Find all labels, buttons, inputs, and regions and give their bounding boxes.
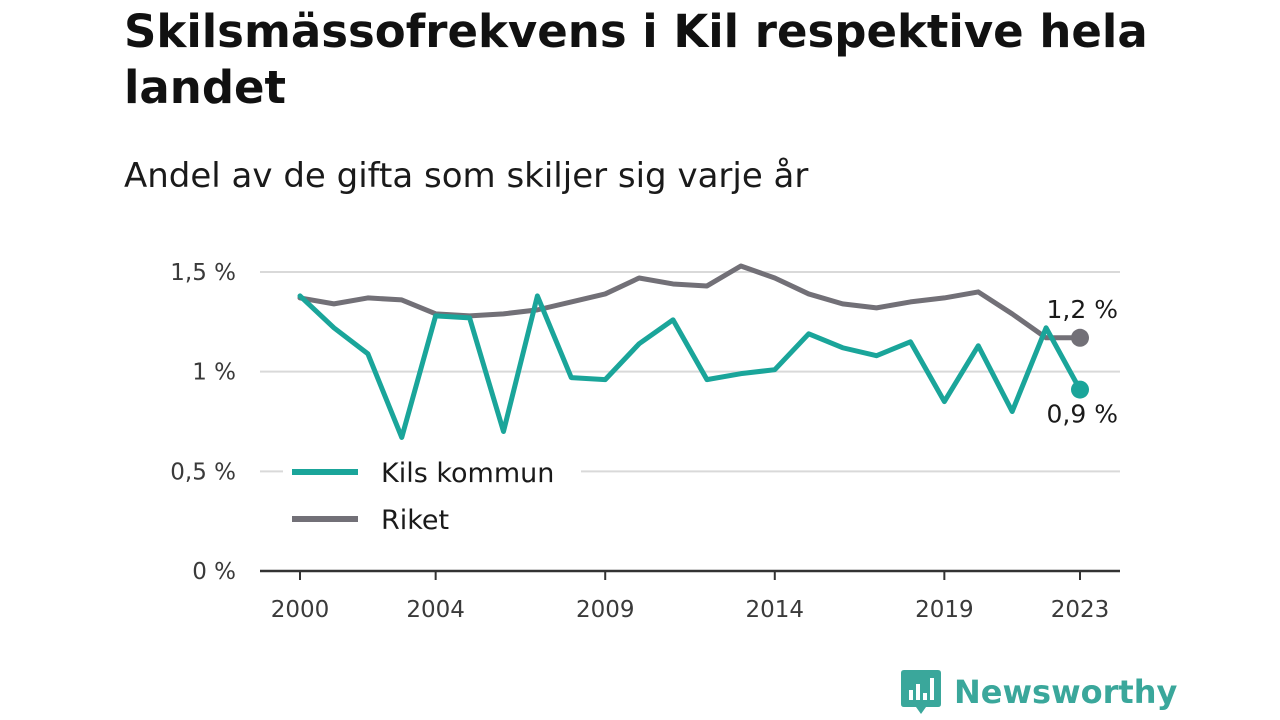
- y-tick-label: 0,5 %: [170, 459, 236, 485]
- legend-label: Riket: [381, 505, 449, 536]
- chart-subtitle: Andel av de gifta som skiljer sig varje …: [124, 156, 809, 196]
- y-tick-label: 1,5 %: [170, 260, 236, 286]
- newsworthy-brand: Newsworthy: [900, 668, 1177, 716]
- series-line-riket: [297, 263, 1083, 341]
- y-axis-ticks: 0 % 0,5 % 1 % 1,5 %: [170, 260, 236, 585]
- series-end-point: [1071, 380, 1089, 399]
- x-tick-label: 2004: [406, 597, 465, 623]
- legend: Kils kommun Riket: [283, 448, 581, 546]
- x-tick-label: 2023: [1051, 597, 1110, 623]
- newsworthy-logo-icon: [901, 670, 941, 714]
- series-end-label: 1,2 %: [1047, 295, 1118, 324]
- x-tick-label: 2014: [746, 597, 805, 623]
- brand-name: Newsworthy: [954, 673, 1178, 711]
- y-tick-label: 1 %: [192, 360, 236, 386]
- legend-label: Kils kommun: [381, 458, 554, 489]
- x-tick-label: 2019: [915, 597, 974, 623]
- series-end-point: [1071, 328, 1089, 347]
- y-tick-label: 0 %: [192, 559, 236, 585]
- legend-background: [283, 448, 581, 546]
- x-axis: 2000 2004 2009 2014 2019 2023: [260, 569, 1120, 623]
- series-line-kils-kommun: [297, 293, 1083, 440]
- series-end-label: 0,9 %: [1047, 400, 1118, 429]
- chart-title: Skilsmässofrekvens i Kil respektive hela…: [124, 5, 1148, 114]
- series-lines: 1,2 % 0,9 %: [297, 263, 1118, 440]
- x-tick-label: 2000: [271, 597, 330, 623]
- x-tick-label: 2009: [576, 597, 635, 623]
